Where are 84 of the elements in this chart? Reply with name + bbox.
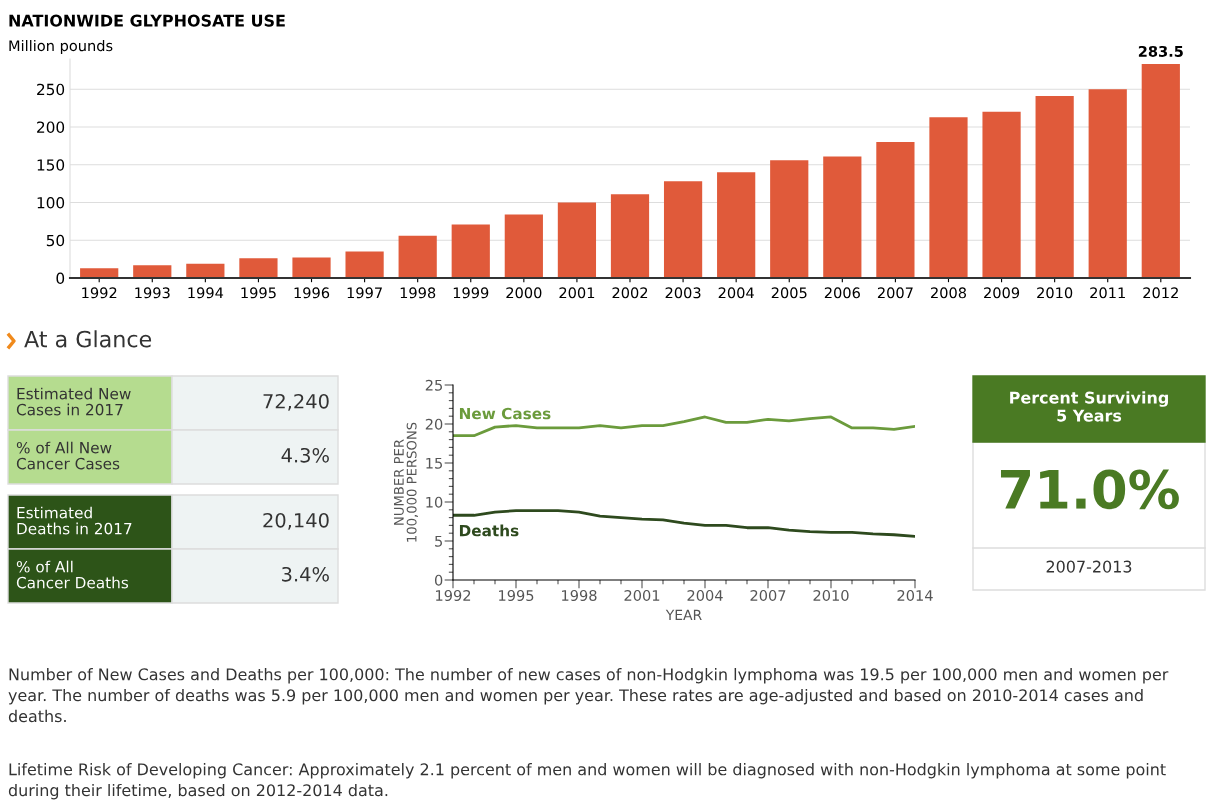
y-tick-label: 200 <box>37 121 65 133</box>
series-label: Deaths <box>459 524 519 537</box>
y-tick-label: 5 <box>435 535 442 547</box>
x-tick-label: 2009 <box>984 287 1020 299</box>
x-tick-label: 1995 <box>241 287 276 299</box>
text: 72,240 <box>263 393 329 411</box>
bar <box>610 194 650 278</box>
x-tick-label: 2006 <box>824 287 860 299</box>
x-tick-label: 2010 <box>1037 287 1073 299</box>
y-tick-label: 0 <box>434 574 443 586</box>
text: 20,140 <box>263 512 329 530</box>
bar <box>133 265 172 278</box>
x-tick-label: 2011 <box>1090 287 1125 299</box>
bar <box>451 224 490 278</box>
x-tick-label: 2005 <box>771 287 807 299</box>
bar <box>557 202 597 278</box>
x-tick-label: 1999 <box>453 287 489 299</box>
y-tick-label: 150 <box>37 159 65 171</box>
x-tick-label: 2004 <box>718 287 754 299</box>
x-tick-label: 1998 <box>400 287 436 299</box>
text: 3.4% <box>282 566 329 582</box>
bar <box>504 214 543 278</box>
text: Lifetime Risk of Developing Cancer: Approximately 2.1 percent of men and women will be diagnosed with non-Hodgkin lymphoma at some point during their lifetime, based on 2012-2014 data. <box>8 763 1166 800</box>
x-tick-label: 2001 <box>559 287 595 299</box>
x-tick-label: 1997 <box>347 287 382 299</box>
line-series <box>453 509 915 538</box>
x-tick-label: 2012 <box>1143 287 1178 299</box>
x-tick-label: 1994 <box>188 287 224 299</box>
y-tick-label: 15 <box>426 457 442 469</box>
bar <box>1088 89 1127 278</box>
x-tick-label: 1998 <box>562 589 597 602</box>
x-tick-label: 1992 <box>436 589 471 602</box>
x-tick-label: 2007 <box>877 287 913 299</box>
x-tick-label: 2003 <box>665 287 701 299</box>
bar <box>717 172 756 278</box>
text: Number of New Cases and Deaths per 100,000: The number of new cases of non-Hodgkin lymphoma was 19.5 per 100,000 men and women per year. The number of deaths was 5.9 per 100,000 men and women per year. These rates are age-adjusted and based on 2010-2014 cases and deaths. <box>8 668 1169 723</box>
bar <box>1141 63 1180 278</box>
bar <box>292 257 331 278</box>
series-label: New Cases <box>459 407 551 420</box>
bar <box>770 160 809 278</box>
bar <box>80 268 119 278</box>
x-tick-label: 2000 <box>506 287 542 299</box>
x-tick-label: 1995 <box>499 589 534 602</box>
x-axis-title: YEAR <box>665 609 702 620</box>
x-tick-label: 2010 <box>813 589 849 602</box>
y-tick-label: 100 <box>37 196 65 209</box>
chart-subtitle: Million pounds <box>9 39 113 55</box>
data-label: 283.5 <box>1138 45 1183 57</box>
bar <box>982 111 1021 278</box>
x-tick-label: 2008 <box>930 287 967 299</box>
bar <box>876 142 915 278</box>
chart-title: NATIONWIDE GLYPHOSATE USE <box>9 14 285 27</box>
x-tick-label: 1992 <box>82 287 117 299</box>
text: At a Glance <box>24 330 152 348</box>
y-axis-title: NUMBER PER 100,000 PERSONS <box>394 422 418 542</box>
text: Percent Surviving 5 Years <box>1010 391 1168 422</box>
y-tick-label: 0 <box>56 272 65 285</box>
text: 71.0% <box>1000 469 1179 510</box>
x-tick-label: 2014 <box>897 589 933 602</box>
x-tick-label: 2002 <box>612 287 648 299</box>
bar <box>823 156 862 278</box>
bar <box>929 117 968 278</box>
bar <box>398 235 437 278</box>
bar <box>345 251 384 278</box>
text: % of All Cancer Deaths <box>16 560 129 589</box>
x-tick-label: 2001 <box>624 589 660 602</box>
bar <box>1035 96 1074 278</box>
text: Estimated Deaths in 2017 <box>17 506 132 535</box>
bar <box>239 258 278 278</box>
bar <box>186 263 225 278</box>
text: % of All New Cancer Cases <box>16 441 120 470</box>
x-tick-label: 1996 <box>294 287 330 299</box>
y-tick-label: 250 <box>37 83 65 96</box>
text: 2007-2013 <box>1046 560 1132 573</box>
text: Estimated New Cases in 2017 <box>16 387 131 416</box>
y-tick-label: 20 <box>425 418 443 430</box>
x-tick-label: 1993 <box>135 287 170 299</box>
y-tick-label: 10 <box>426 496 443 508</box>
x-tick-label: 2004 <box>687 589 723 602</box>
text: 4.3% <box>281 447 329 463</box>
y-tick-label: 50 <box>46 234 65 247</box>
x-tick-label: 2007 <box>750 589 786 602</box>
bar <box>663 181 703 278</box>
y-tick-label: 25 <box>425 379 442 391</box>
